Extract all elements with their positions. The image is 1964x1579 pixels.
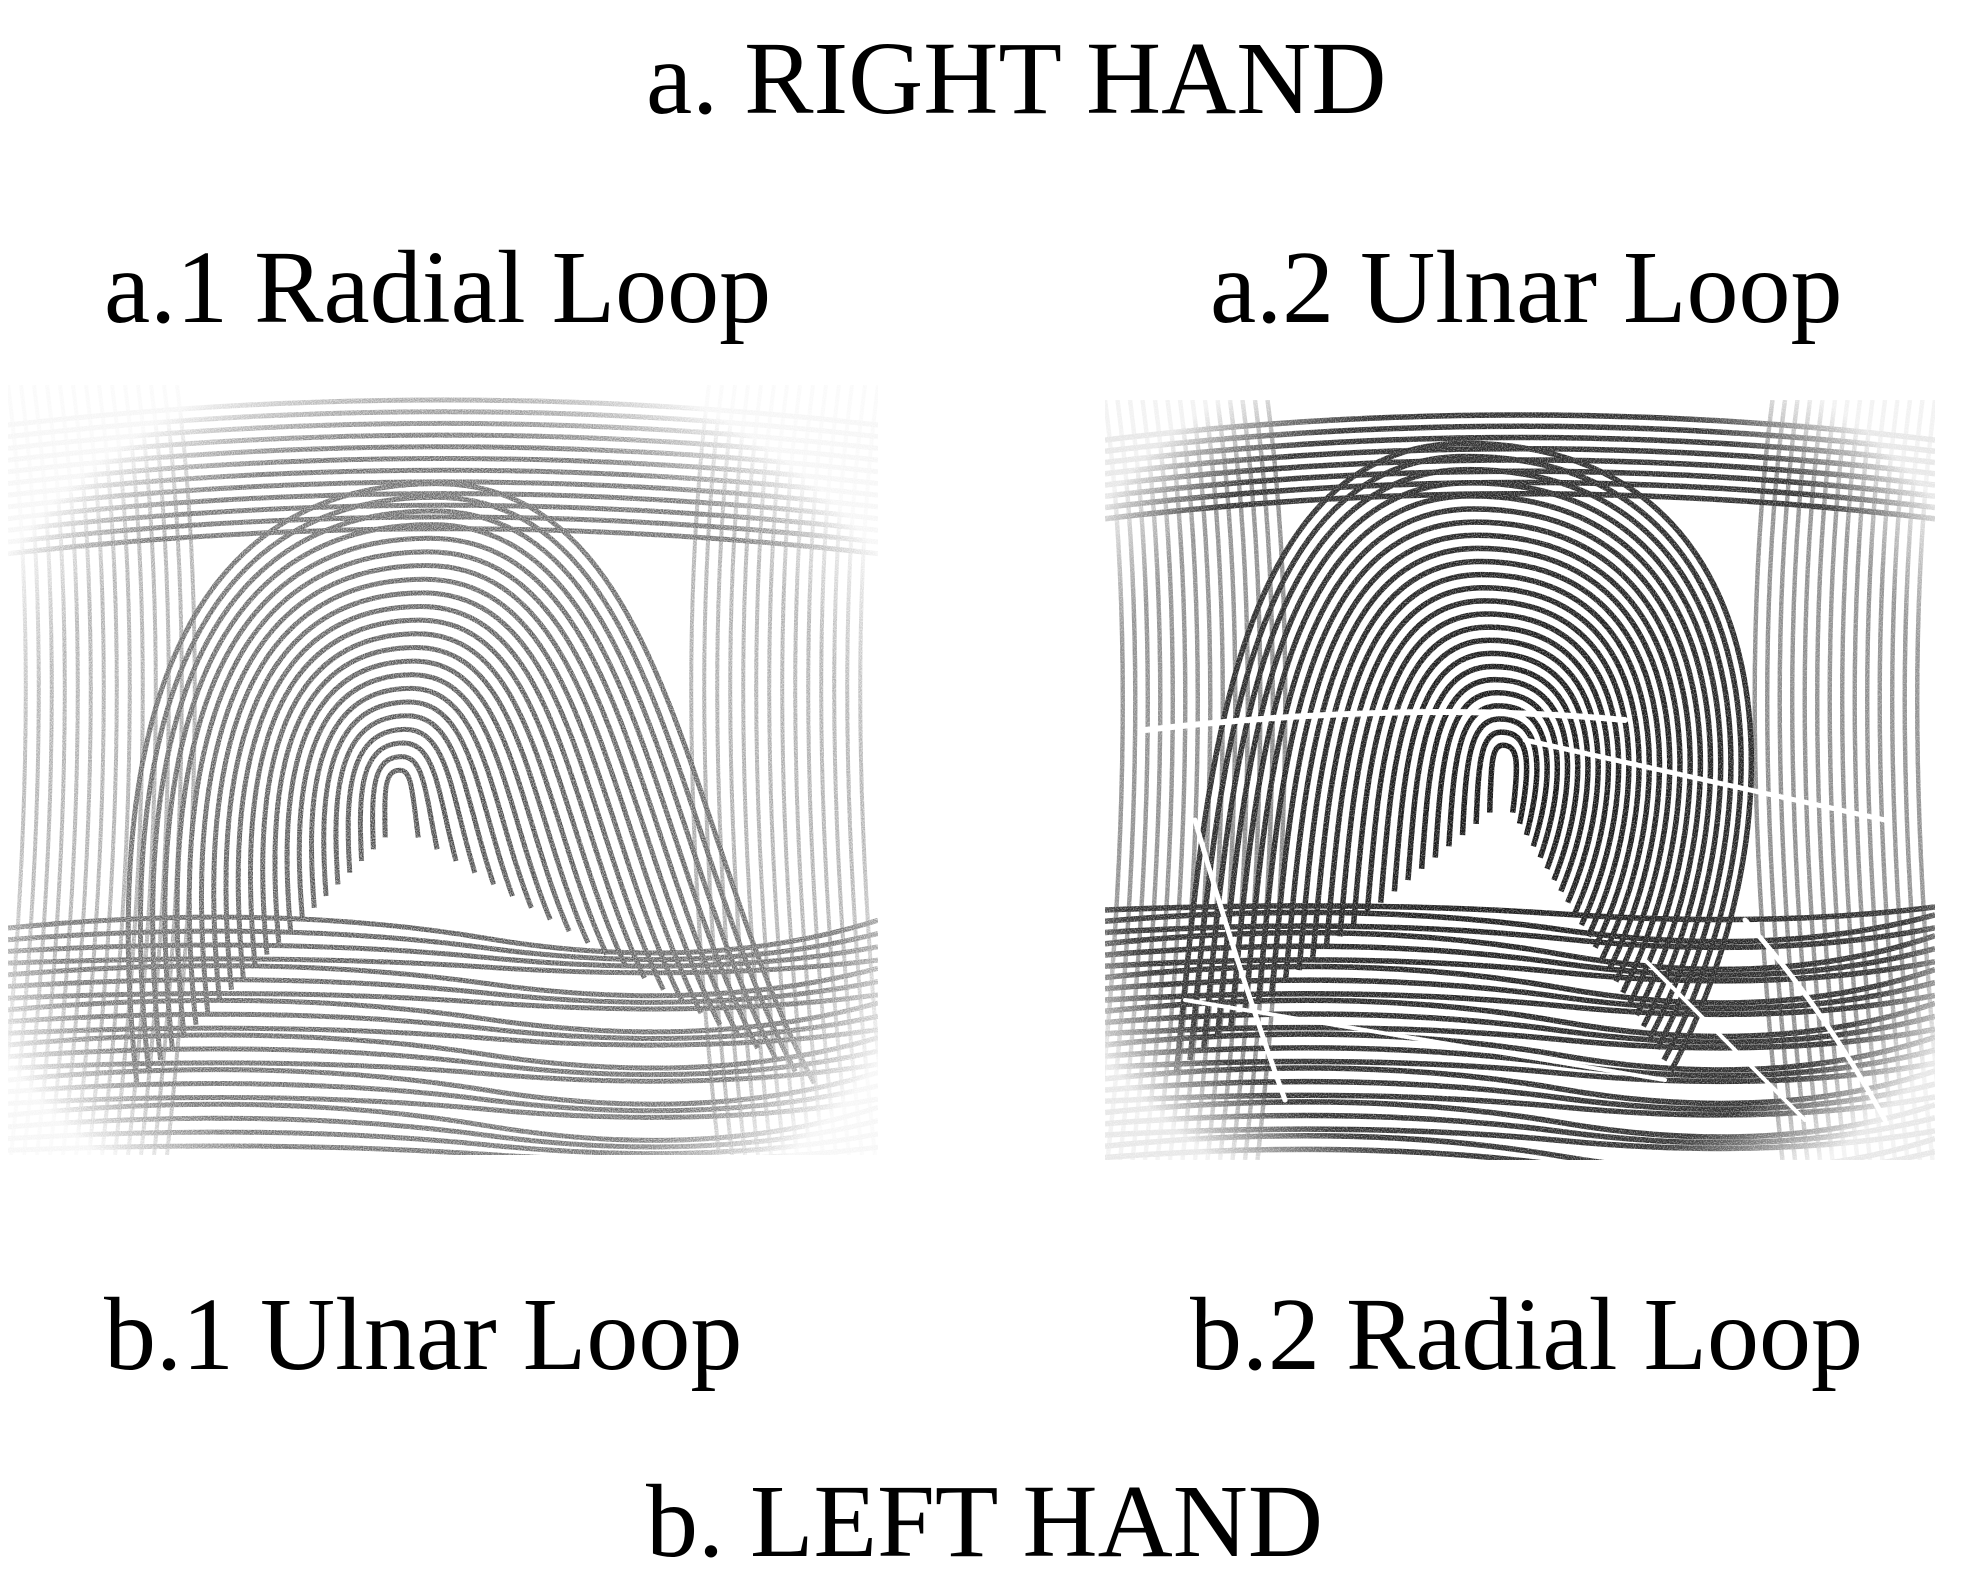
label-a2-ulnar-loop: a.2 Ulnar Loop	[1210, 230, 1843, 345]
label-b1-ulnar-loop: b.1 Ulnar Loop	[104, 1277, 743, 1392]
label-a1-radial-loop: a.1 Radial Loop	[104, 230, 772, 345]
right-hand-title: a. RIGHT HAND	[646, 21, 1387, 136]
fingerprint-a2-image	[1105, 400, 1935, 1160]
fingerprint-a1-image	[8, 385, 878, 1155]
label-b2-radial-loop: b.2 Radial Loop	[1190, 1277, 1864, 1392]
left-hand-title: b. LEFT HAND	[646, 1464, 1323, 1579]
